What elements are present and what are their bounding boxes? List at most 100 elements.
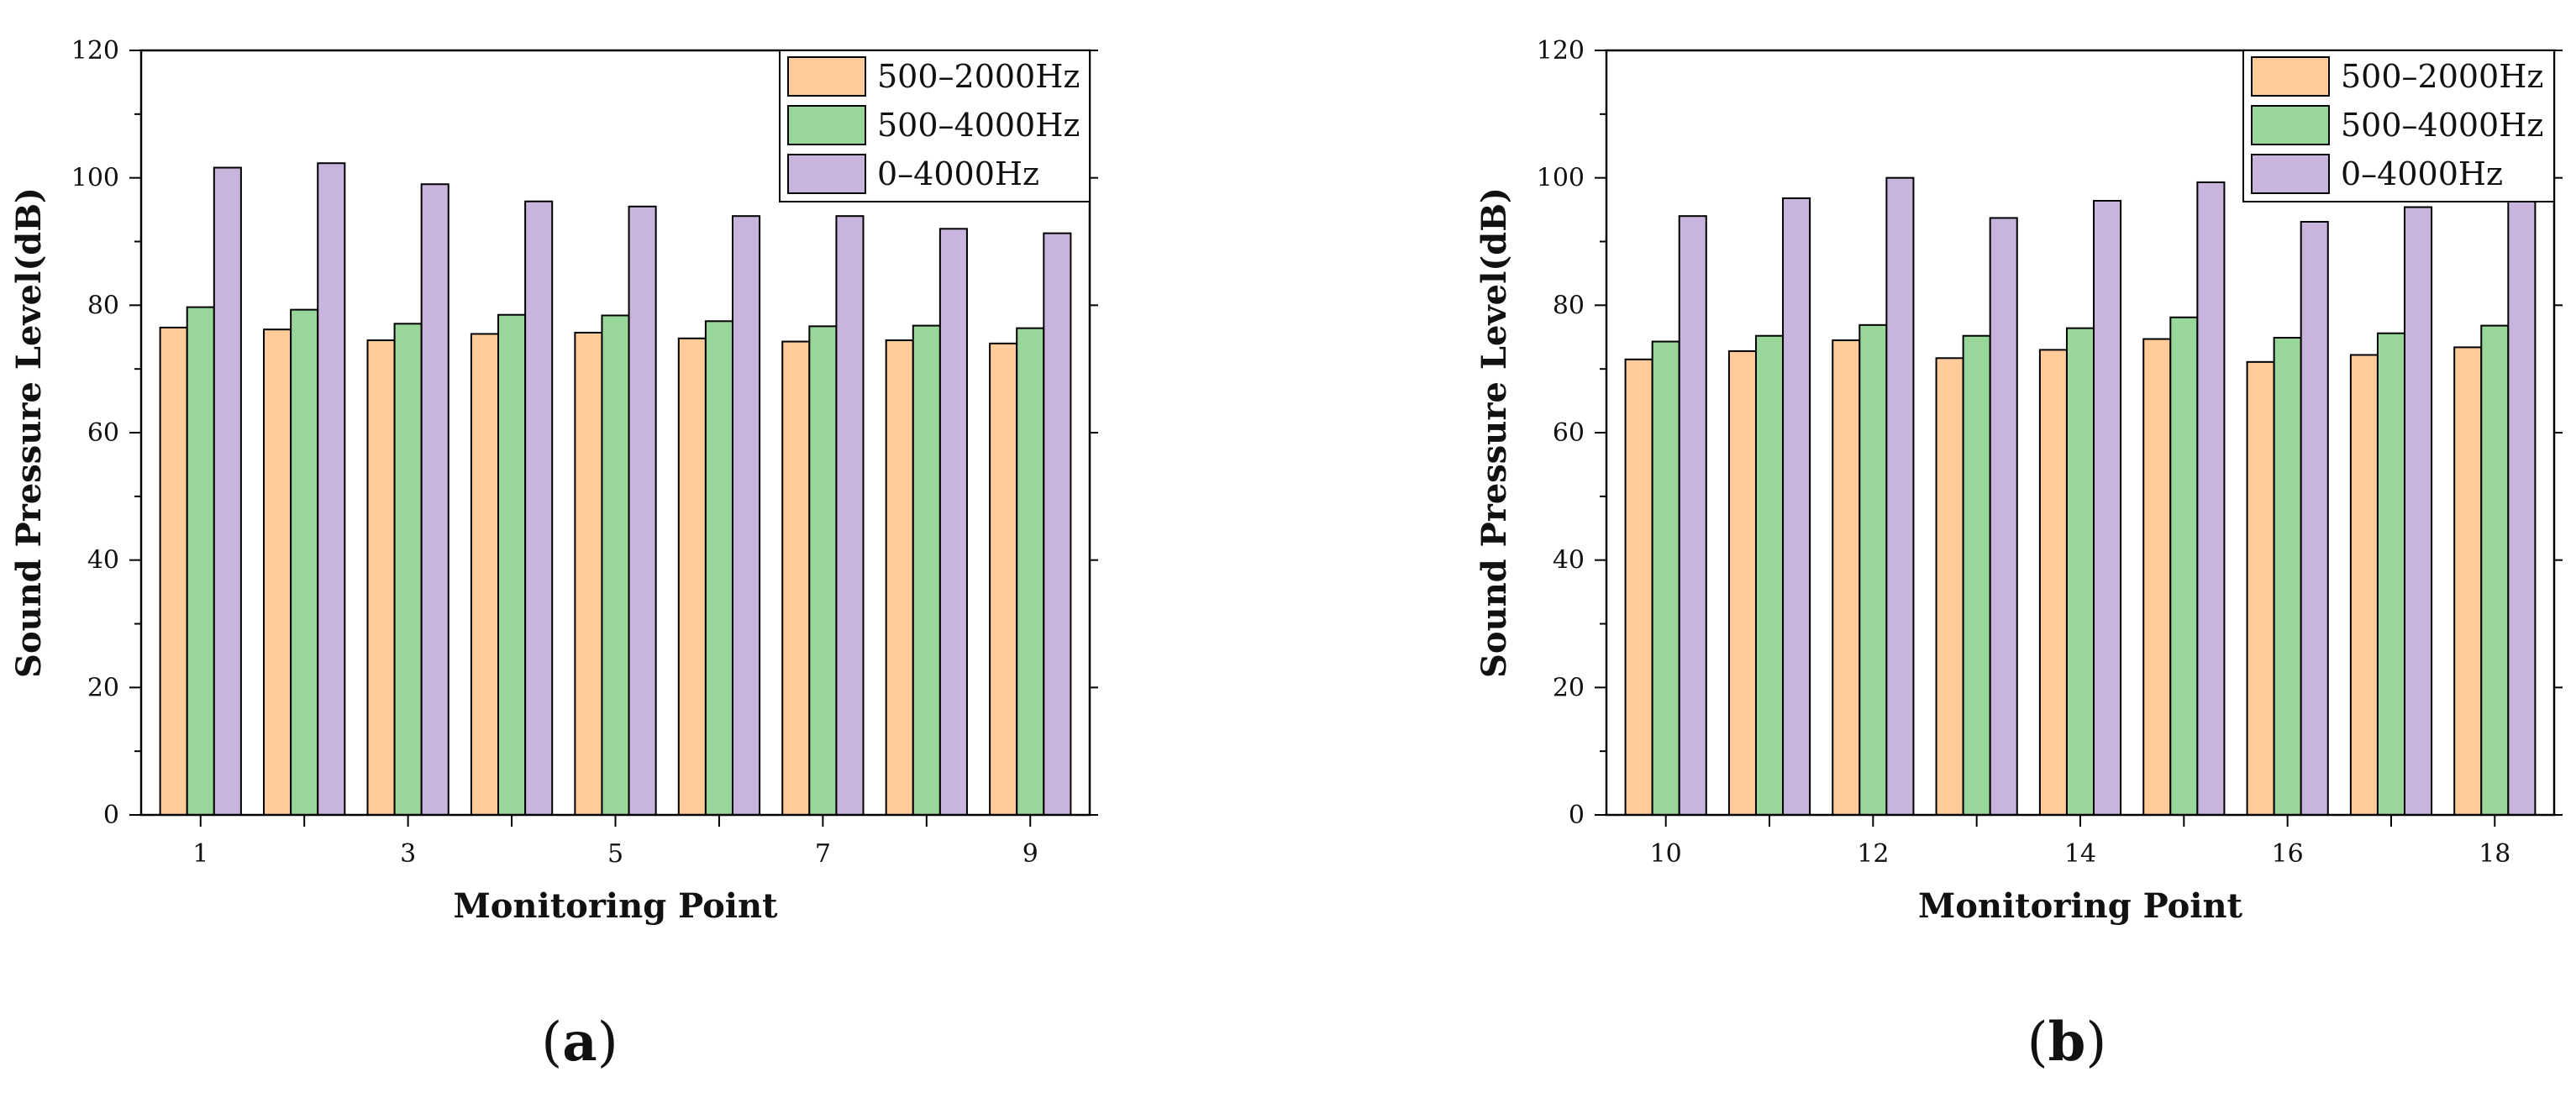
bar-18-series-3 [2507,194,2537,816]
plot-frame [1605,49,2556,817]
bar-10-series-2 [1651,340,1680,816]
legend-swatch-1 [787,56,866,97]
legend: 500–2000Hz 500–4000Hz 0–4000Hz [779,50,1091,202]
bar-1-series-1 [159,326,188,817]
legend-swatch-1 [2251,56,2330,97]
y-tick-label: 60 [1553,418,1585,448]
bar-13-series-3 [1989,217,2018,816]
y-tick-label: 20 [87,673,119,702]
bar-17-series-2 [2376,332,2406,816]
bar-2-series-3 [317,162,346,817]
panel-a-chart: 0 20 40 60 80 100 120 1 3 5 7 9 Monitoring Point Soun… [9,36,1098,926]
y-tick-label: 80 [87,291,119,320]
y-tick-label: 0 [103,801,119,830]
panel-label-a: (a) [541,1011,618,1074]
bar-7-series-1 [781,340,811,816]
x-tick-label: 7 [815,839,831,869]
legend-label-1: 500–2000Hz [877,58,1080,95]
bar-16-series-1 [2246,360,2275,816]
bar-15-series-1 [2142,338,2172,816]
x-tick-label: 9 [1023,839,1038,869]
legend-label-2: 500–4000Hz [2341,107,2543,144]
legend-label-3: 0–4000Hz [2341,155,2503,192]
bar-5-series-2 [601,314,630,817]
y-tick-label: 40 [1553,546,1585,575]
legend-label-2: 500–4000Hz [877,107,1080,144]
bar-4-series-1 [470,333,500,816]
x-tick-label: 16 [2272,839,2304,869]
x-tick-label: 3 [400,839,416,869]
y-axis-title: Sound Pressure Level(dB) [9,187,49,678]
legend-swatch-3 [2251,154,2330,194]
bar-16-series-2 [2273,337,2302,816]
bar-12-series-1 [1832,339,1861,817]
bar-13-series-1 [1935,357,1964,816]
bar-17-series-1 [2349,354,2379,817]
x-axis-title: Monitoring Point [1918,886,2243,926]
bar-2-series-1 [263,328,292,816]
x-tick-label: 12 [1857,839,1889,869]
x-tick-label: 10 [1650,839,1682,869]
bar-18-series-1 [2453,346,2483,816]
plot-frame [139,49,1091,817]
bar-14-series-3 [2093,199,2122,817]
x-tick-label: 18 [2479,839,2510,869]
bar-1-series-3 [213,166,242,816]
legend-swatch-3 [787,154,866,194]
bar-3-series-3 [420,183,449,816]
bar-12-series-3 [1885,176,1915,817]
bar-18-series-2 [2480,324,2510,817]
bar-11-series-2 [1754,334,1785,817]
y-tick-label: 40 [87,546,119,575]
y-tick-label: 60 [87,418,119,448]
bar-10-series-1 [1624,358,1653,817]
bar-10-series-3 [1678,215,1707,817]
bar-7-series-3 [835,215,865,817]
y-tick-label: 80 [1553,291,1585,320]
bar-8-series-1 [885,339,914,817]
bar-5-series-3 [628,205,657,817]
bar-3-series-2 [393,323,423,816]
bar-6-series-2 [704,320,733,817]
bar-7-series-2 [808,325,838,816]
bar-6-series-3 [731,215,761,817]
bar-9-series-2 [1016,327,1045,816]
bar-2-series-2 [290,308,319,816]
bar-15-series-3 [2196,181,2226,817]
bar-5-series-1 [574,331,603,816]
y-tick-label: 120 [1537,36,1585,66]
bar-8-series-2 [912,324,941,817]
bar-8-series-3 [938,228,968,816]
bar-14-series-2 [2065,327,2095,816]
bar-16-series-3 [2300,220,2329,816]
legend-swatch-2 [2251,105,2330,145]
bar-14-series-1 [2038,349,2068,817]
bar-1-series-2 [186,306,215,816]
x-tick-label: 14 [2064,839,2096,869]
x-tick-label: 5 [607,839,623,869]
y-tick-label: 120 [71,36,119,66]
x-tick-label: 1 [192,839,208,869]
panel-label-b: (b) [2027,1011,2107,1074]
legend-label-1: 500–2000Hz [2341,58,2543,95]
y-tick-label: 100 [1537,164,1585,193]
bar-15-series-2 [2169,316,2199,816]
y-axis-title: Sound Pressure Level(dB) [1475,187,1514,678]
x-axis-title: Monitoring Point [453,886,778,926]
y-tick-label: 20 [1553,673,1585,702]
legend: 500–2000Hz 500–4000Hz 0–4000Hz [2242,50,2555,202]
bar-6-series-1 [677,337,707,816]
bar-17-series-3 [2404,206,2433,817]
bar-11-series-3 [1782,197,1811,816]
bar-4-series-3 [524,200,554,817]
bar-12-series-2 [1858,323,1888,816]
bar-9-series-1 [989,342,1018,816]
panel-b-chart: 0 20 40 60 80 100 120 10 12 14 16 18 Monitoring Poin… [1475,36,2563,926]
bar-11-series-1 [1727,349,1757,816]
legend-label-3: 0–4000Hz [877,155,1039,192]
bar-3-series-1 [366,339,396,817]
bar-4-series-2 [497,313,527,816]
bar-13-series-2 [1962,334,1991,817]
y-tick-label: 100 [71,164,119,193]
